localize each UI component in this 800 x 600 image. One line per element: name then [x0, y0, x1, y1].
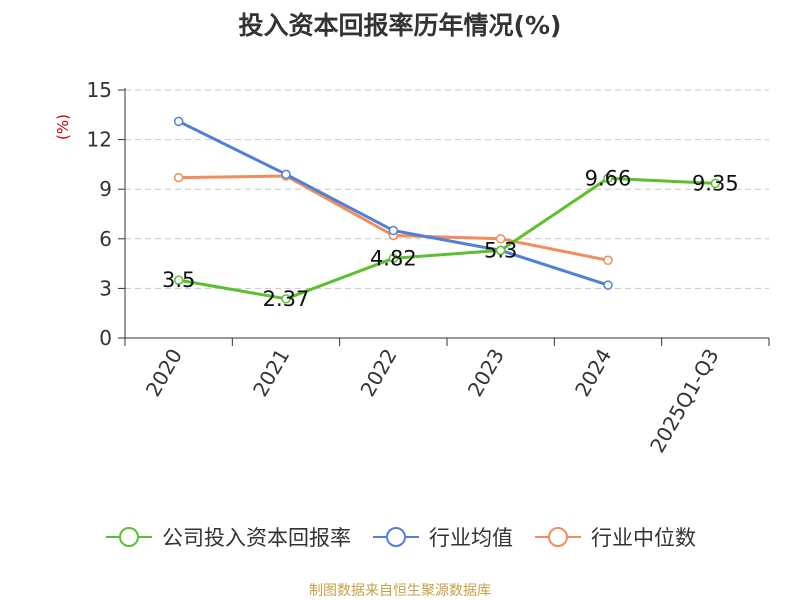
data-point-1[interactable] — [603, 280, 613, 290]
legend-marker-company-icon — [106, 527, 152, 547]
x-tick-label: 2021 — [248, 345, 294, 401]
data-point-1[interactable] — [173, 116, 184, 127]
legend-marker-industry-average-icon — [373, 527, 419, 547]
legend: 公司投入资本回报率 行业均值 行业中位数 — [0, 520, 800, 554]
y-tick-label: 0 — [99, 326, 112, 350]
series — [173, 116, 721, 304]
chart-title: 投入资本回报率历年情况(%) — [238, 11, 562, 40]
data-label: 3.5 — [162, 268, 195, 292]
legend-item-industry-average[interactable]: 行业均值 — [371, 522, 513, 552]
y-tick-label: 6 — [99, 227, 112, 251]
y-tick-label: 12 — [87, 128, 112, 152]
y-tick-label: 15 — [87, 78, 112, 102]
data-labels: 3.5 2.37 4.82 5.3 9.66 9.35 — [162, 166, 739, 311]
x-tick-label: 2023 — [463, 344, 509, 400]
data-point-0[interactable] — [603, 173, 613, 184]
data-point-1[interactable] — [281, 169, 291, 180]
data-point-0[interactable] — [710, 178, 721, 189]
y-tick-label: 9 — [99, 177, 112, 201]
legend-item-industry-median[interactable]: 行业中位数 — [533, 522, 696, 552]
x-tick-label: 2022 — [355, 345, 401, 401]
data-point-2[interactable] — [495, 234, 506, 244]
data-label: 4.82 — [370, 246, 417, 270]
x-tick-label: 2025Q1-Q3 — [645, 345, 724, 457]
data-label: 2.37 — [263, 287, 310, 311]
y-tick-label: 3 — [99, 276, 112, 300]
data-point-0[interactable] — [495, 245, 506, 256]
data-point-2[interactable] — [603, 255, 613, 266]
grid-lines — [125, 89, 769, 289]
data-point-0[interactable] — [281, 294, 291, 304]
data-label: 9.66 — [585, 166, 632, 190]
legend-label-industry-average: 行业均值 — [429, 526, 513, 550]
legend-label-company: 公司投入资本回报率 — [162, 526, 351, 550]
data-label: 5.3 — [484, 238, 517, 262]
data-point-0[interactable] — [388, 253, 399, 264]
source-note: 制图数据来自恒生聚源数据库 — [309, 583, 491, 599]
legend-marker-industry-median-icon — [535, 527, 581, 547]
data-point-1[interactable] — [388, 225, 399, 236]
legend-label-industry-median: 行业中位数 — [591, 526, 696, 550]
y-axis-label: (%) — [54, 114, 72, 140]
legend-item-company[interactable]: 公司投入资本回报率 — [104, 522, 351, 552]
x-tick-label: 2024 — [570, 345, 616, 401]
data-point-0[interactable] — [173, 275, 184, 285]
line-chart: 0 3 6 9 12 15 2020 2021 2022 2023 2024 2025Q1-Q3 (%… — [54, 78, 770, 457]
data-label: 9.35 — [692, 171, 739, 195]
data-point-2[interactable] — [173, 172, 184, 183]
series-line-0 — [178, 176, 716, 301]
x-tick-label: 2020 — [141, 345, 187, 401]
